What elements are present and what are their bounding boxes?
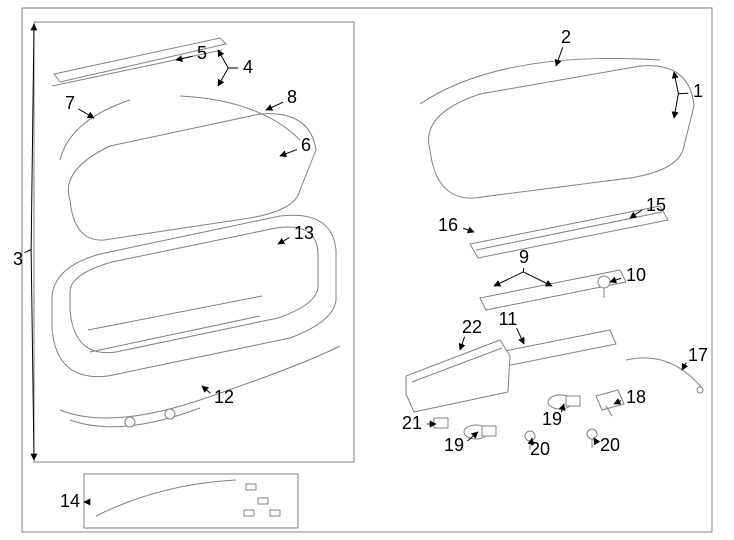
callout-label-20: 20 [600, 435, 620, 455]
callout-15: 15 [630, 195, 666, 218]
callout-8: 8 [266, 87, 297, 110]
callout-label-12: 12 [214, 387, 234, 407]
callout-label-9: 9 [519, 247, 529, 267]
callout-11: 11 [499, 309, 524, 344]
part-15 [470, 206, 668, 258]
callout-label-3: 3 [13, 249, 23, 269]
callout-label-7: 7 [65, 93, 75, 113]
callout-label-10: 10 [626, 265, 646, 285]
callout-label-18: 18 [626, 387, 646, 407]
part-22 [406, 340, 510, 412]
callout-7: 7 [65, 93, 94, 118]
callout-label-14: 14 [60, 491, 80, 511]
callout-14: 14 [60, 491, 86, 511]
callout-label-13: 13 [294, 223, 314, 243]
callout-label-15: 15 [646, 195, 666, 215]
callout-6: 6 [280, 135, 311, 156]
callout-label-16: 16 [438, 215, 458, 235]
part-11 [500, 330, 616, 366]
callout-4: 4 [218, 50, 253, 86]
callout-label-19: 19 [444, 435, 464, 455]
callout-17: 17 [682, 345, 708, 370]
callout-20: 20 [594, 435, 620, 455]
callout-label-2: 2 [561, 27, 571, 47]
callout-label-17: 17 [688, 345, 708, 365]
part-19b [464, 425, 496, 439]
callout-label-1: 1 [693, 81, 703, 101]
callout-label-4: 4 [243, 57, 253, 77]
callout-label-20: 20 [530, 439, 550, 459]
callout-3: 3 [13, 24, 34, 460]
callout-12: 12 [202, 386, 234, 407]
callout-label-19: 19 [542, 409, 562, 429]
part-19a [548, 395, 580, 409]
callout-16: 16 [438, 215, 474, 235]
callout-label-21: 21 [402, 413, 422, 433]
callout-20: 20 [530, 438, 550, 459]
callout-21: 21 [402, 413, 436, 433]
part-14-contents [96, 480, 280, 516]
callout-label-5: 5 [197, 43, 207, 63]
callout-label-22: 22 [462, 317, 482, 337]
callout-label-11: 11 [499, 309, 518, 329]
callout-label-6: 6 [301, 135, 311, 155]
part-20a [587, 429, 597, 448]
callout-22: 22 [460, 317, 482, 350]
callout-label-8: 8 [287, 87, 297, 107]
part-18 [596, 390, 624, 416]
parts-diagram: 123456789101112131415161718191920202122 [0, 0, 734, 540]
part-1 [429, 66, 694, 198]
part-21 [434, 418, 448, 428]
